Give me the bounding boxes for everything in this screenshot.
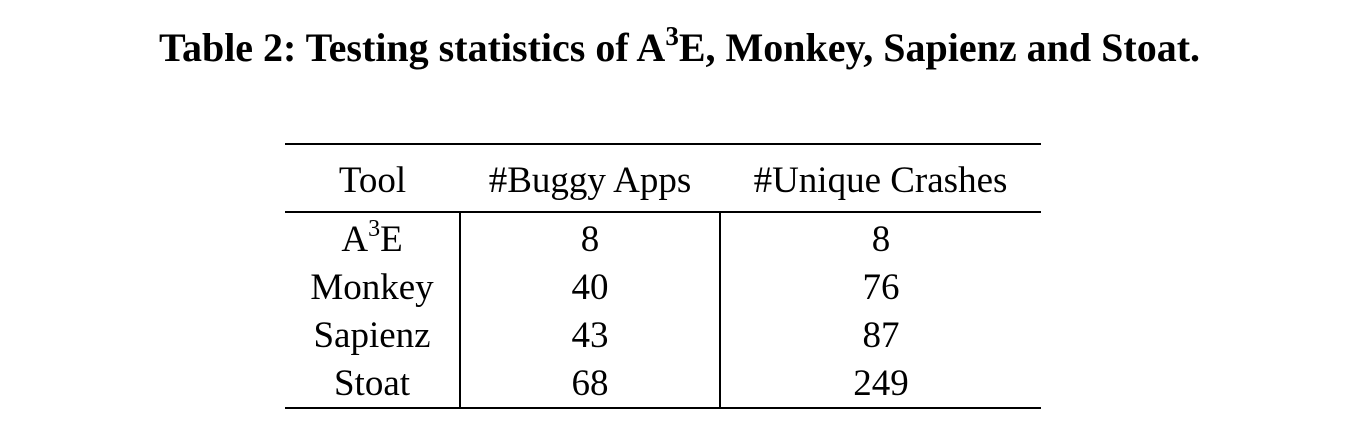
buggy-apps-cell: 68	[460, 359, 721, 408]
header-tool: Tool	[285, 144, 460, 213]
unique-crashes-cell: 87	[862, 314, 900, 356]
caption-superscript: 3	[665, 21, 679, 51]
testing-statistics-table: Tool #Buggy Apps #Unique Crashes A3E 8 8…	[285, 143, 1041, 409]
buggy-apps-cell: 40	[460, 263, 721, 311]
table-row: Monkey 40 76	[285, 263, 1041, 311]
caption-label: Table 2:	[158, 25, 297, 70]
tool-name: A	[341, 218, 369, 260]
statistics-table-container: Tool #Buggy Apps #Unique Crashes A3E 8 8…	[285, 143, 1041, 409]
table-row: A3E 8 8	[285, 212, 1041, 263]
table-header: Tool #Buggy Apps #Unique Crashes	[285, 144, 1041, 213]
caption-text-after: E, Monkey, Sapienz and Stoat.	[678, 25, 1201, 70]
unique-crashes-cell: 249	[853, 362, 909, 404]
buggy-apps-cell: 43	[460, 311, 721, 359]
tool-cell: Stoat	[285, 359, 461, 408]
caption-text-before: Testing statistics of A	[305, 25, 666, 70]
tool-cell: Sapienz	[285, 311, 461, 359]
table-caption: Table 2: Testing statistics of A3E, Monk…	[0, 18, 1359, 78]
tool-suffix: E	[380, 218, 403, 260]
table-row: Stoat 68 249	[285, 359, 1041, 408]
unique-crashes-cell: 76	[862, 266, 900, 308]
table-row: Sapienz 43 87	[285, 311, 1041, 359]
buggy-apps-cell: 8	[460, 212, 721, 263]
header-unique-crashes: #Unique Crashes	[720, 144, 1041, 213]
unique-crashes-cell: 8	[871, 218, 891, 260]
tool-cell: Monkey	[285, 263, 461, 311]
tool-cell: A3E	[285, 212, 461, 263]
table-body: A3E 8 8 Monkey 40 76 Sapienz 43 87 Stoat…	[285, 212, 1041, 408]
tool-superscript: 3	[368, 215, 381, 242]
header-row: Tool #Buggy Apps #Unique Crashes	[285, 144, 1041, 213]
header-buggy-apps: #Buggy Apps	[460, 144, 720, 213]
